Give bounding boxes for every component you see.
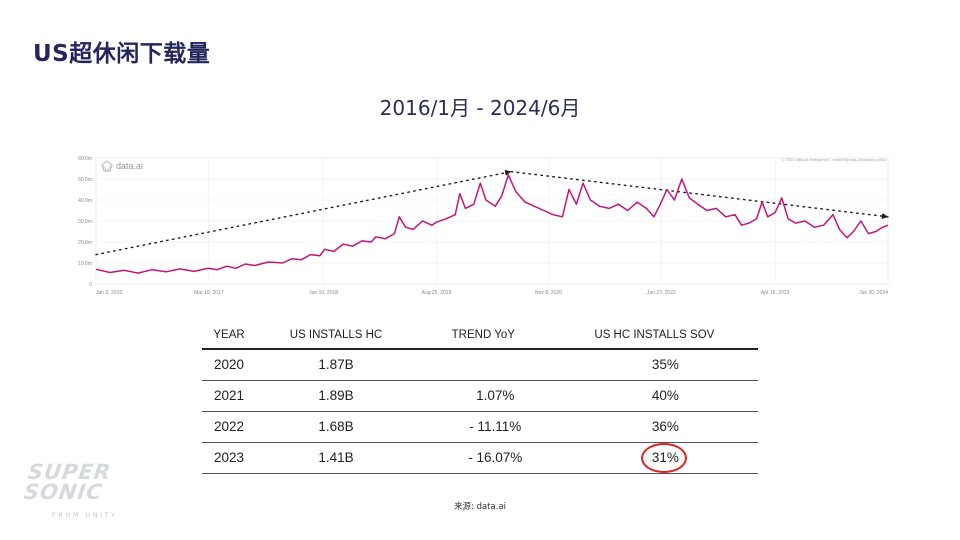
x-tick-label: Jun 30, 2024 (859, 290, 888, 296)
sov-cell: 36% (550, 411, 758, 443)
y-axis: 0 10.0m 20.0m 30.0m 40.0m 50.0m 60.0m (78, 156, 92, 288)
chart-credit: © 2024 data.ai Intelligence | market@dat… (782, 157, 888, 162)
year-cell: 2021 (202, 380, 257, 412)
x-tick-label: Aug 25, 2019 (422, 290, 452, 296)
column-header-installs: US INSTALLS HC (256, 322, 416, 350)
column-header-sov: US HC INSTALLS SOV (550, 322, 758, 350)
chart-svg: 0 10.0m 20.0m 30.0m 40.0m 50.0m 60.0m Jan 3, 2… (70, 150, 900, 302)
installs-cell: 1.68B (256, 411, 416, 443)
x-tick-label: Jan 3, 2016 (96, 290, 122, 296)
download-trend-chart: 0 10.0m 20.0m 30.0m 40.0m 50.0m 60.0m Jan 3, 2… (70, 150, 900, 302)
series-layer (95, 174, 889, 274)
logo-word-sonic: SONIC (22, 480, 105, 504)
column-header-trend: TREND YoY (415, 322, 551, 350)
series-line (95, 174, 889, 274)
column-header-year: YEAR (202, 322, 257, 350)
sov-cell: 31% (550, 442, 758, 474)
gridlines (95, 157, 889, 285)
chart-subtitle: 2016/1月 - 2024/6月 (379, 96, 581, 120)
table-row: 2023 1.41B - 16.07% 31% (202, 442, 758, 474)
y-tick-label: 50.0m (78, 177, 92, 183)
source-note: 来源: data.ai (454, 502, 506, 512)
x-tick-label: Jan 23, 2022 (647, 290, 676, 296)
trend-arrowhead (881, 213, 888, 220)
y-tick-label: 60.0m (78, 156, 92, 162)
brand-label: data.ai (116, 161, 143, 171)
trend-cell: - 11.11% (415, 411, 551, 443)
trend-cell: - 16.07% (415, 442, 551, 474)
logo-tagline: FROM UNITY (52, 511, 118, 519)
x-tick-label: Nov 8, 2020 (535, 290, 562, 296)
trend-line (95, 170, 512, 256)
installs-table: YEAR US INSTALLS HC TREND YoY US HC INST… (202, 322, 758, 474)
installs-cell: 1.89B (256, 380, 416, 412)
table-row: 2022 1.68B - 11.11% 36% (202, 411, 758, 443)
table-row: 2020 1.87B 35% (202, 349, 758, 381)
x-axis: Jan 3, 2016 Mar 19, 2017 Jun 10, 2018 Aug 2… (96, 290, 888, 296)
table-row: 2021 1.89B 1.07% 40% (202, 380, 758, 412)
trend-cell (415, 349, 551, 381)
y-tick-label: 20.0m (78, 240, 92, 246)
trend-cell: 1.07% (415, 380, 551, 412)
y-tick-label: 0 (89, 282, 92, 288)
year-cell: 2023 (202, 442, 257, 474)
y-tick-label: 40.0m (78, 198, 92, 204)
year-cell: 2020 (202, 349, 257, 381)
highlight-circle (640, 443, 687, 473)
installs-cell: 1.87B (256, 349, 416, 381)
x-tick-label: Mar 19, 2017 (194, 290, 224, 296)
year-cell: 2022 (202, 411, 257, 443)
x-tick-label: Jun 10, 2018 (309, 290, 338, 296)
table-header-row: YEAR US INSTALLS HC TREND YoY US HC INST… (202, 322, 758, 350)
supersonic-logo: SUPER SONIC FROM UNITY (22, 458, 132, 528)
y-tick-label: 10.0m (78, 261, 92, 267)
y-tick-label: 30.0m (78, 219, 92, 225)
x-tick-label: Apr 16, 2023 (761, 290, 790, 296)
page-title: US超休闲下载量 (33, 41, 211, 67)
data-ai-brand: data.ai (101, 160, 143, 172)
trend-arrowhead (504, 169, 512, 176)
diamond-icon (101, 160, 113, 172)
highlighted-sov: 31% (640, 443, 687, 473)
trend-arrows (95, 169, 889, 256)
sov-cell: 35% (550, 349, 758, 381)
installs-cell: 1.41B (256, 442, 416, 474)
sov-cell: 40% (550, 380, 758, 412)
